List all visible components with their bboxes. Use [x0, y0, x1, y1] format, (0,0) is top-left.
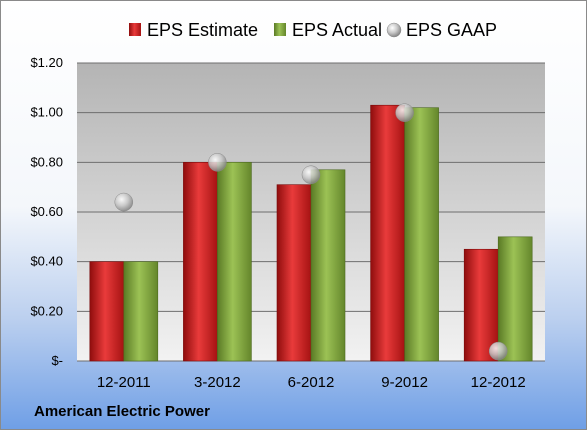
y-tick-label: $0.40 [30, 254, 63, 269]
eps-actual-bar [123, 261, 159, 362]
legend: EPS Estimate EPS Actual EPS GAAP [129, 20, 497, 40]
x-tick-label: 3-2012 [194, 374, 241, 391]
eps-gaap-marker [301, 165, 321, 184]
eps-estimate-bar [370, 104, 405, 362]
eps-estimate-bar [183, 162, 218, 362]
legend-label: EPS Actual [292, 20, 382, 40]
y-tick-label: $- [51, 353, 63, 368]
y-tick-label: $0.60 [30, 204, 63, 219]
eps-gaap-marker [488, 341, 508, 361]
eps-gaap-marker [395, 103, 414, 122]
legend-label: EPS GAAP [406, 20, 497, 40]
eps-gaap-marker [208, 153, 227, 172]
eps-estimate-bar [276, 184, 312, 362]
eps-actual-bar [404, 107, 439, 362]
legend-swatch-eps-gaap [386, 22, 402, 38]
legend-label: EPS Estimate [147, 20, 258, 40]
y-axis-ticks: $- $0.20 $0.40 $0.60 $0.80 $1.00 $1.20 [30, 55, 63, 368]
x-tick-label: 9-2012 [381, 374, 428, 391]
company-name: American Electric Power [34, 403, 210, 420]
y-tick-label: $0.80 [30, 154, 63, 169]
bars-group [89, 104, 533, 362]
x-tick-label: 12-2012 [471, 374, 526, 391]
eps-actual-bar [217, 162, 252, 362]
y-tick-label: $1.00 [30, 105, 63, 120]
gaap-markers-group [114, 103, 508, 361]
eps-gaap-marker [114, 192, 134, 212]
eps-actual-bar [497, 236, 533, 362]
eps-estimate-bar [463, 248, 499, 362]
y-tick-label: $1.20 [30, 55, 63, 70]
eps-estimate-bar [89, 261, 125, 362]
x-tick-label: 6-2012 [288, 374, 335, 391]
y-tick-label: $0.20 [30, 303, 63, 318]
legend-swatch-eps-estimate [129, 23, 141, 36]
x-tick-label: 12-2011 [97, 374, 151, 391]
eps-actual-bar [310, 169, 346, 362]
x-axis-ticks: 12-2011 3-2012 6-2012 9-2012 12-2012 [97, 374, 526, 391]
legend-swatch-eps-actual [274, 23, 286, 36]
